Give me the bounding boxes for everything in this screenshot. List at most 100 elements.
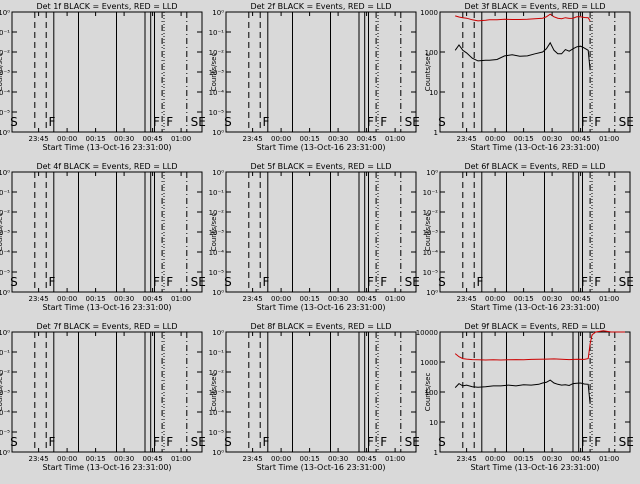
x-tick-label: 00:00 — [485, 135, 505, 143]
annotation-label: F — [594, 275, 601, 289]
y-tick-label: 10⁻⁴ — [209, 249, 225, 257]
y-tick-label: 10⁻⁵ — [0, 429, 10, 437]
x-tick-label: 01:00 — [385, 135, 405, 143]
plot-frame — [225, 171, 417, 293]
x-tick-label: 00:00 — [485, 295, 505, 303]
y-tick-label: 1 — [434, 129, 438, 137]
y-tick-label: 100 — [425, 389, 438, 397]
x-tick-label: 00:00 — [57, 135, 77, 143]
panel-title: Det 2f BLACK = Events, RED = LLD — [250, 2, 391, 11]
annotation-label: SE — [405, 435, 420, 449]
x-tick-label: 01:00 — [171, 295, 191, 303]
x-tick-label: 00:45 — [357, 295, 377, 303]
x-tick-label: 00:45 — [571, 135, 591, 143]
y-tick-label: 10 — [429, 89, 438, 97]
x-tick-label: 01:00 — [599, 455, 619, 463]
y-tick-label: 10⁰ — [212, 9, 224, 17]
annotation-label: F — [594, 115, 601, 129]
x-tick-label: 23:45 — [29, 295, 49, 303]
x-tick-label: 00:30 — [542, 295, 562, 303]
x-tick-label: 00:15 — [514, 295, 534, 303]
annotation-label: SE — [619, 275, 634, 289]
x-tick-label: 00:00 — [57, 295, 77, 303]
panel-title: Det 7f BLACK = Events, RED = LLD — [36, 322, 177, 331]
x-tick-label: 00:15 — [300, 455, 320, 463]
annotation-label: F — [153, 275, 160, 289]
x-axis-label: Start Time (13-Oct-16 23:31:00) — [470, 463, 599, 472]
x-tick-label: 01:00 — [599, 295, 619, 303]
y-tick-label: 1000 — [420, 9, 438, 17]
annotation-label: F — [581, 115, 588, 129]
series-line-red — [454, 330, 630, 361]
annotation-label: F — [262, 275, 269, 289]
y-tick-label: 10⁻³ — [0, 69, 10, 77]
x-axis-label: Start Time (13-Oct-16 23:31:00) — [42, 463, 171, 472]
y-tick-label: 10⁻⁵ — [209, 429, 225, 437]
annotation-label: F — [153, 115, 160, 129]
annotation-label: F — [48, 275, 55, 289]
y-tick-label: 10⁰ — [0, 9, 10, 17]
x-tick-label: 00:00 — [271, 295, 291, 303]
x-tick-label: 00:45 — [571, 295, 591, 303]
panel-title: Det 4f BLACK = Events, RED = LLD — [36, 162, 177, 171]
annotation-label: SE — [405, 275, 420, 289]
x-tick-label: 23:45 — [457, 135, 477, 143]
annotation-label: F — [380, 115, 387, 129]
y-tick-label: 10⁻⁴ — [0, 89, 10, 97]
y-tick-label: 10⁰ — [0, 169, 10, 177]
y-tick-label: 10⁰ — [212, 449, 224, 457]
y-tick-label: 10⁻³ — [209, 69, 225, 77]
x-tick-label: 01:00 — [385, 295, 405, 303]
y-tick-label: 10⁰ — [426, 169, 438, 177]
y-tick-label: 10⁻⁵ — [0, 269, 10, 277]
x-axis-label: Start Time (13-Oct-16 23:31:00) — [42, 303, 171, 312]
y-tick-label: 10⁻² — [209, 49, 225, 57]
x-tick-label: 01:00 — [599, 135, 619, 143]
x-tick-label: 00:30 — [114, 295, 134, 303]
annotation-label: F — [262, 115, 269, 129]
annotation-label: F — [153, 435, 160, 449]
y-tick-label: 10000 — [416, 329, 438, 337]
x-tick-label: 00:15 — [86, 295, 106, 303]
x-tick-label: 23:45 — [29, 455, 49, 463]
annotation-label: S — [10, 435, 18, 449]
y-tick-label: 10⁰ — [212, 289, 224, 297]
y-tick-label: 10⁻² — [209, 209, 225, 217]
y-tick-label: 10⁻⁴ — [0, 409, 10, 417]
x-axis-label: Start Time (13-Oct-16 23:31:00) — [256, 463, 385, 472]
x-tick-label: 00:00 — [485, 455, 505, 463]
plot-frame — [11, 171, 203, 293]
x-tick-label: 00:30 — [328, 135, 348, 143]
y-axis-label: Counts/sec — [0, 53, 4, 92]
y-tick-label: 10⁻² — [0, 49, 10, 57]
x-tick-label: 00:45 — [143, 295, 163, 303]
y-tick-label: 10⁰ — [0, 289, 10, 297]
y-tick-label: 10⁰ — [0, 449, 10, 457]
x-tick-label: 00:30 — [114, 455, 134, 463]
y-tick-label: 10⁻³ — [0, 389, 10, 397]
x-axis-label: Start Time (13-Oct-16 23:31:00) — [42, 143, 171, 152]
x-tick-label: 00:30 — [542, 135, 562, 143]
y-tick-label: 10⁻² — [423, 209, 439, 217]
y-tick-label: 10⁻¹ — [0, 29, 10, 37]
y-tick-label: 10⁻⁵ — [423, 269, 439, 277]
y-tick-label: 10⁰ — [0, 329, 10, 337]
annotation-label: F — [581, 435, 588, 449]
annotation-label: S — [224, 275, 232, 289]
annotation-label: F — [166, 435, 173, 449]
annotation-label: S — [224, 435, 232, 449]
plot-frame — [225, 11, 417, 133]
x-tick-label: 00:30 — [114, 135, 134, 143]
series-line-red — [455, 13, 591, 22]
x-tick-label: 00:00 — [57, 455, 77, 463]
y-tick-label: 10⁻² — [209, 369, 225, 377]
annotation-label: F — [380, 435, 387, 449]
panel-title: Det 6f BLACK = Events, RED = LLD — [464, 162, 605, 171]
x-tick-label: 00:15 — [514, 135, 534, 143]
x-tick-label: 00:15 — [300, 135, 320, 143]
